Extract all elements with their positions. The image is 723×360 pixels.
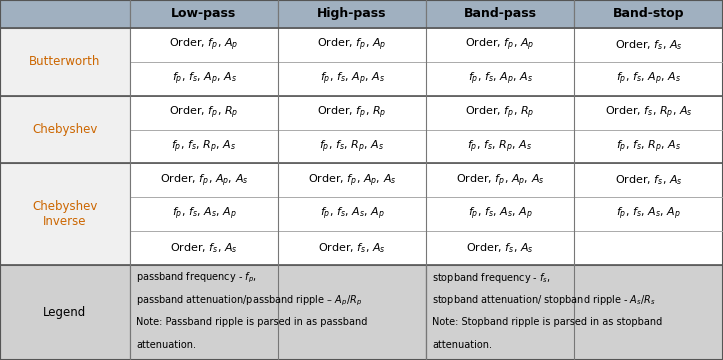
Text: stopband attenuation/ stopband ripple - $A_s$/$R_s$: stopband attenuation/ stopband ripple - … bbox=[432, 293, 656, 307]
Text: attenuation.: attenuation. bbox=[136, 339, 196, 350]
Bar bbox=[574, 163, 723, 197]
Text: Order, $f_p$, $A_p$, $A_s$: Order, $f_p$, $A_p$, $A_s$ bbox=[455, 172, 544, 189]
Bar bbox=[426, 28, 574, 62]
Bar bbox=[574, 62, 723, 96]
Bar bbox=[278, 197, 426, 231]
Text: Order, $f_p$, $A_p$, $A_s$: Order, $f_p$, $A_p$, $A_s$ bbox=[160, 172, 248, 189]
Bar bbox=[574, 28, 723, 62]
Text: $f_p$, $f_s$, $A_p$, $A_s$: $f_p$, $f_s$, $A_p$, $A_s$ bbox=[320, 71, 385, 87]
Bar bbox=[130, 28, 278, 62]
Text: Low-pass: Low-pass bbox=[171, 8, 236, 21]
Bar bbox=[426, 96, 574, 130]
Bar bbox=[278, 96, 426, 130]
Bar bbox=[426, 197, 574, 231]
Bar bbox=[278, 0, 426, 28]
Bar bbox=[426, 163, 574, 197]
Bar bbox=[574, 197, 723, 231]
Text: $f_p$, $f_s$, $A_s$, $A_p$: $f_p$, $f_s$, $A_s$, $A_p$ bbox=[320, 206, 385, 222]
Bar bbox=[0, 163, 130, 265]
Text: Order, $f_s$, $A_s$: Order, $f_s$, $A_s$ bbox=[318, 241, 386, 255]
Bar bbox=[574, 0, 723, 28]
Bar bbox=[426, 265, 723, 360]
Text: Order, $f_s$, $R_p$, $A_s$: Order, $f_s$, $R_p$, $A_s$ bbox=[604, 104, 693, 121]
Text: Order, $f_p$, $A_p$: Order, $f_p$, $A_p$ bbox=[317, 37, 387, 53]
Bar bbox=[426, 130, 574, 163]
Text: $f_p$, $f_s$, $A_s$, $A_p$: $f_p$, $f_s$, $A_s$, $A_p$ bbox=[616, 206, 681, 222]
Text: passband attenuation/passband ripple – $A_p$/$R_p$: passband attenuation/passband ripple – $… bbox=[136, 293, 362, 307]
Text: $f_p$, $f_s$, $A_p$, $A_s$: $f_p$, $f_s$, $A_p$, $A_s$ bbox=[616, 71, 681, 87]
Bar bbox=[130, 163, 278, 197]
Text: Butterworth: Butterworth bbox=[30, 55, 100, 68]
Text: Order, $f_p$, $A_p$: Order, $f_p$, $A_p$ bbox=[169, 37, 239, 53]
Bar bbox=[426, 231, 574, 265]
Text: $f_p$, $f_s$, $R_p$, $A_s$: $f_p$, $f_s$, $R_p$, $A_s$ bbox=[468, 138, 533, 155]
Text: Order, $f_p$, $R_p$: Order, $f_p$, $R_p$ bbox=[317, 104, 387, 121]
Text: High-pass: High-pass bbox=[317, 8, 387, 21]
Text: $f_p$, $f_s$, $A_p$, $A_s$: $f_p$, $f_s$, $A_p$, $A_s$ bbox=[468, 71, 533, 87]
Bar bbox=[0, 28, 130, 96]
Text: Order, $f_p$, $A_p$: Order, $f_p$, $A_p$ bbox=[466, 37, 534, 53]
Text: Note: Passband ripple is parsed in as passband: Note: Passband ripple is parsed in as pa… bbox=[136, 318, 367, 328]
Bar bbox=[130, 62, 278, 96]
Bar bbox=[130, 265, 426, 360]
Bar bbox=[574, 130, 723, 163]
Text: Order, $f_s$, $A_s$: Order, $f_s$, $A_s$ bbox=[466, 241, 534, 255]
Bar bbox=[130, 0, 278, 28]
Bar bbox=[130, 130, 278, 163]
Bar bbox=[0, 0, 130, 28]
Text: Order, $f_p$, $R_p$: Order, $f_p$, $R_p$ bbox=[466, 104, 535, 121]
Bar bbox=[0, 96, 130, 163]
Bar bbox=[130, 96, 278, 130]
Text: $f_p$, $f_s$, $A_p$, $A_s$: $f_p$, $f_s$, $A_p$, $A_s$ bbox=[171, 71, 236, 87]
Text: attenuation.: attenuation. bbox=[432, 339, 492, 350]
Text: $f_p$, $f_s$, $R_p$, $A_s$: $f_p$, $f_s$, $R_p$, $A_s$ bbox=[171, 138, 236, 155]
Text: $f_p$, $f_s$, $A_s$, $A_p$: $f_p$, $f_s$, $A_s$, $A_p$ bbox=[468, 206, 532, 222]
Bar bbox=[278, 62, 426, 96]
Bar bbox=[278, 163, 426, 197]
Text: Legend: Legend bbox=[43, 306, 87, 319]
Bar bbox=[130, 231, 278, 265]
Text: Order, $f_p$, $A_p$, $A_s$: Order, $f_p$, $A_p$, $A_s$ bbox=[308, 172, 396, 189]
Text: Chebyshev: Chebyshev bbox=[33, 123, 98, 136]
Text: Band-stop: Band-stop bbox=[613, 8, 684, 21]
Bar bbox=[278, 231, 426, 265]
Text: Order, $f_s$, $A_s$: Order, $f_s$, $A_s$ bbox=[615, 38, 683, 52]
Bar bbox=[278, 28, 426, 62]
Text: $f_p$, $f_s$, $R_p$, $A_s$: $f_p$, $f_s$, $R_p$, $A_s$ bbox=[616, 138, 681, 155]
Text: Order, $f_p$, $R_p$: Order, $f_p$, $R_p$ bbox=[169, 104, 239, 121]
Bar bbox=[130, 197, 278, 231]
Bar bbox=[278, 130, 426, 163]
Text: Chebyshev
Inverse: Chebyshev Inverse bbox=[33, 200, 98, 228]
Bar bbox=[426, 62, 574, 96]
Bar bbox=[0, 265, 130, 360]
Bar bbox=[426, 0, 574, 28]
Text: Band-pass: Band-pass bbox=[463, 8, 536, 21]
Text: passband frequency - $f_p$,: passband frequency - $f_p$, bbox=[136, 271, 257, 285]
Text: Order, $f_s$, $A_s$: Order, $f_s$, $A_s$ bbox=[615, 174, 683, 187]
Text: Order, $f_s$, $A_s$: Order, $f_s$, $A_s$ bbox=[170, 241, 238, 255]
Bar bbox=[574, 231, 723, 265]
Text: $f_p$, $f_s$, $A_s$, $A_p$: $f_p$, $f_s$, $A_s$, $A_p$ bbox=[171, 206, 236, 222]
Text: Note: Stopband ripple is parsed in as stopband: Note: Stopband ripple is parsed in as st… bbox=[432, 318, 662, 328]
Text: stopband frequency - $f_s$,: stopband frequency - $f_s$, bbox=[432, 271, 551, 285]
Bar bbox=[574, 96, 723, 130]
Text: $f_p$, $f_s$, $R_p$, $A_s$: $f_p$, $f_s$, $R_p$, $A_s$ bbox=[320, 138, 385, 155]
